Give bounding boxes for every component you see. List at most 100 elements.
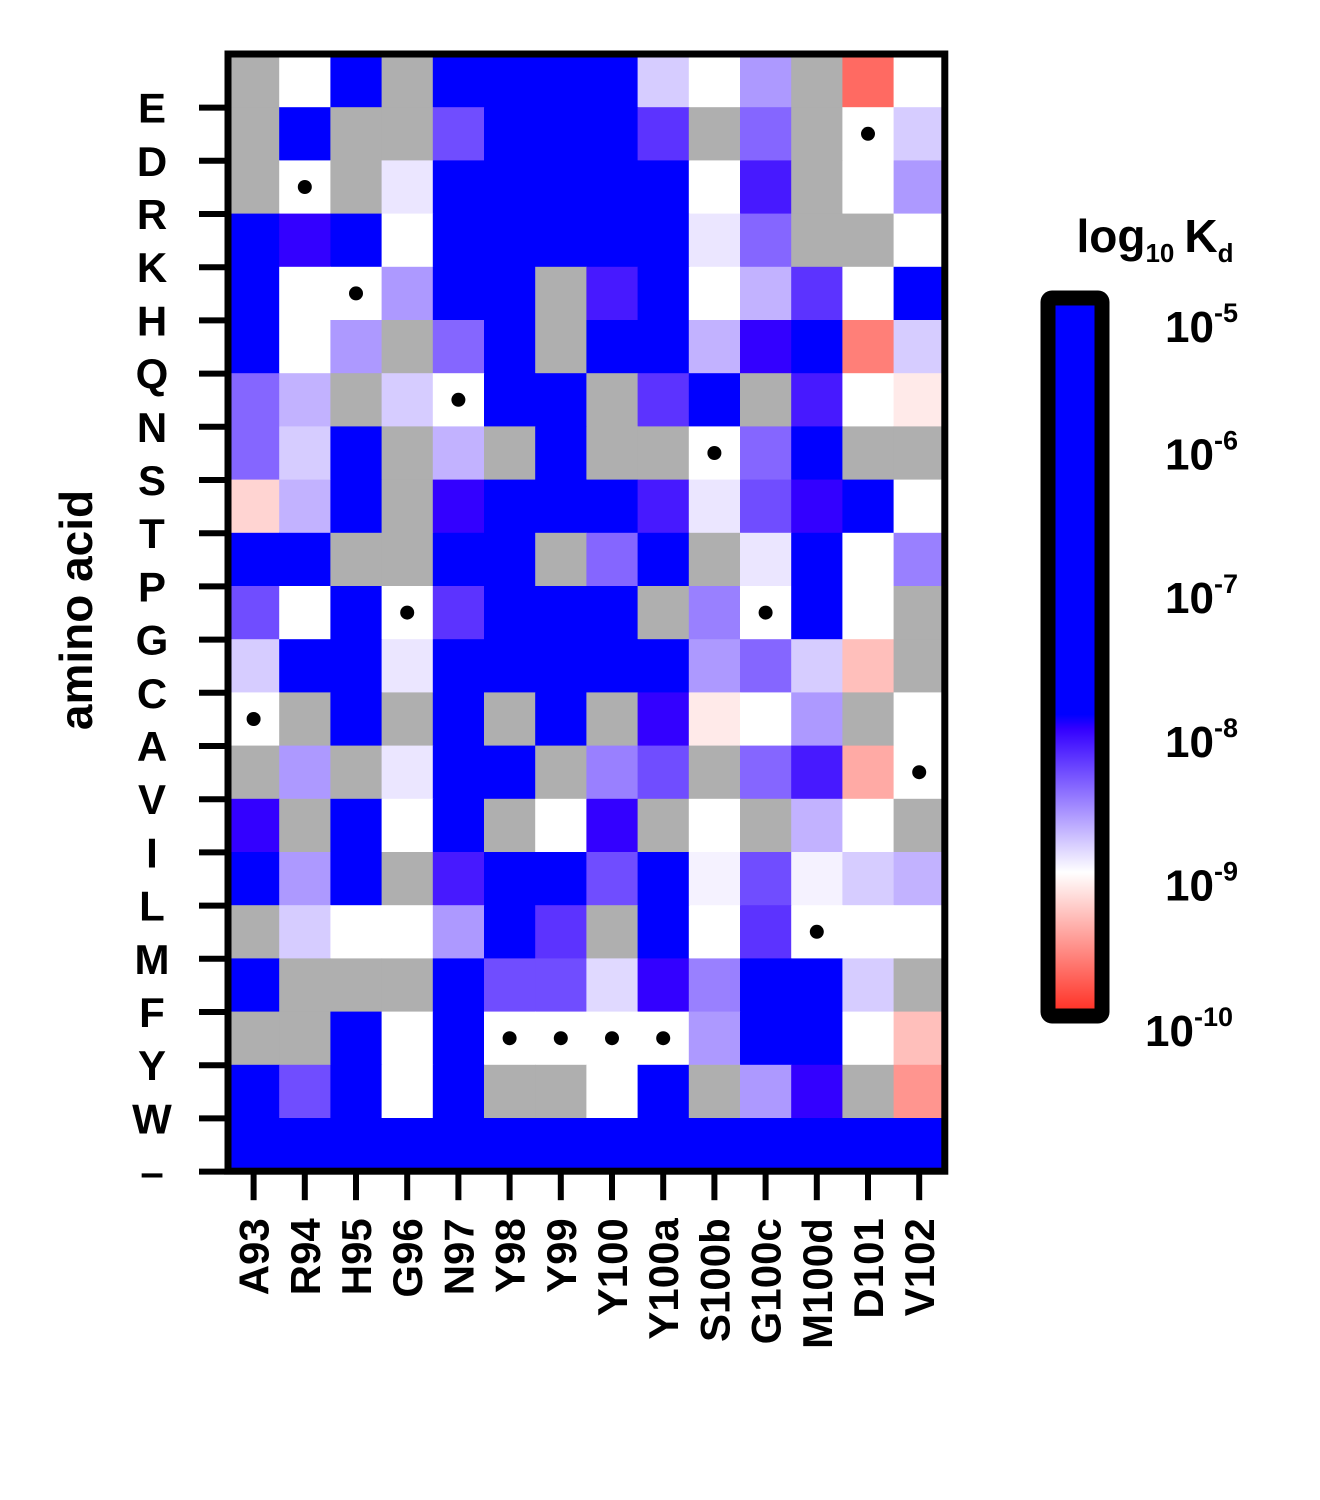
heatmap-cell (740, 905, 792, 959)
heatmap-cell (586, 320, 639, 374)
heatmap-cell (637, 1064, 690, 1119)
heatmap-cell (381, 1011, 434, 1066)
heatmap-cell (637, 54, 690, 108)
heatmap-cell (740, 426, 792, 481)
heatmap-cell (432, 586, 485, 640)
heatmap-cell (330, 1118, 383, 1172)
heatmap-cell (279, 745, 331, 800)
heatmap-cell (791, 426, 843, 481)
heatmap-cell (279, 266, 331, 321)
heatmap-cell (791, 160, 843, 215)
heatmap-cell (637, 373, 690, 427)
heatmap-cell (791, 692, 843, 747)
heatmap-cell (535, 1064, 587, 1119)
heatmap-cell (484, 852, 536, 906)
colorbar-title-var: K (1184, 210, 1217, 262)
heatmap-cell (535, 532, 587, 587)
heatmap-cell (228, 639, 280, 693)
y-tick-label: Q (136, 351, 169, 398)
heatmap-cell (432, 745, 485, 800)
heatmap-cell (637, 266, 690, 321)
y-tick-label: K (137, 244, 167, 291)
heatmap-cell (688, 798, 741, 853)
heatmap-cell (432, 692, 485, 747)
heatmap-cell (893, 213, 946, 268)
heatmap-cell (688, 586, 741, 640)
heatmap-cell (432, 639, 485, 693)
heatmap-cell (688, 160, 741, 215)
heatmap-cell (791, 373, 843, 427)
heatmap-cell (740, 160, 792, 215)
heatmap-cell (842, 1118, 895, 1172)
heatmap-cell (484, 532, 536, 587)
y-tick-label: Y (138, 1042, 166, 1089)
heatmap-cell (740, 798, 792, 853)
y-tick-label: A (137, 723, 167, 770)
heatmap-cell (381, 320, 434, 374)
heatmap-cell (740, 213, 792, 268)
y-tick-label: P (138, 563, 166, 610)
heatmap-cell (688, 213, 741, 268)
heatmap-cell (586, 54, 639, 108)
significance-dot (912, 765, 927, 780)
x-tick-label: R94 (282, 1218, 329, 1296)
heatmap-cell (535, 586, 587, 640)
heatmap-cell (791, 586, 843, 640)
colorbar-tick-label: 10-5 (1165, 298, 1238, 352)
heatmap-cell (279, 639, 331, 693)
heatmap-cell (432, 958, 485, 1013)
heatmap-cell (791, 320, 843, 374)
heatmap-cell (279, 1011, 331, 1066)
heatmap-cell (637, 905, 690, 959)
heatmap-cell (381, 1118, 434, 1172)
heatmap-cell (535, 479, 587, 534)
colorbar-ticks: 10-5 10-6 10-7 10-8 10-9 10-10 (1044, 298, 1238, 1056)
heatmap-cell (893, 373, 946, 427)
heatmap-cell (330, 213, 383, 268)
heatmap-cell (484, 958, 536, 1013)
y-tick-label: F (139, 989, 165, 1036)
heatmap-cell (535, 745, 587, 800)
y-tick-label: E (138, 85, 166, 132)
heatmap-cell (893, 1118, 946, 1172)
heatmap-cell (330, 1064, 383, 1119)
heatmap-cell (586, 532, 639, 587)
heatmap-cell (893, 266, 946, 321)
heatmap-cell (586, 1118, 639, 1172)
colorbar-tick-label: 10-9 (1165, 856, 1238, 910)
heatmap-cell (740, 1064, 792, 1119)
heatmap-cell (484, 586, 536, 640)
heatmap-cell (791, 852, 843, 906)
heatmap-cell (688, 745, 741, 800)
heatmap-cell (637, 798, 690, 853)
heatmap-cell (432, 266, 485, 321)
heatmap-cell (228, 532, 280, 587)
x-tick-label: A93 (231, 1218, 278, 1295)
heatmap-cell (586, 266, 639, 321)
heatmap-cell (740, 107, 792, 161)
heatmap-cell (893, 905, 946, 959)
y-tick-label: V (138, 776, 166, 823)
heatmap-cell (842, 532, 895, 587)
heatmap-cell (637, 692, 690, 747)
significance-dot (605, 1031, 619, 1046)
heatmap-cell (842, 213, 895, 268)
heatmap-cell (535, 958, 587, 1013)
heatmap-cell (484, 798, 536, 853)
heatmap-cell (432, 479, 485, 534)
heatmap-cell (586, 107, 639, 161)
heatmap-cell (381, 852, 434, 906)
heatmap-cell (842, 1011, 895, 1066)
heatmap-cell (791, 1011, 843, 1066)
heatmap-cell (688, 692, 741, 747)
heatmap-cell (893, 852, 946, 906)
heatmap-cell (637, 852, 690, 906)
heatmap-cell (688, 54, 741, 108)
heatmap-cell (381, 213, 434, 268)
heatmap-cell (688, 905, 741, 959)
heatmap-cell (791, 107, 843, 161)
heatmap-cell (432, 320, 485, 374)
heatmap-cell (330, 160, 383, 215)
heatmap-cell (740, 1118, 792, 1172)
heatmap-cell (637, 639, 690, 693)
